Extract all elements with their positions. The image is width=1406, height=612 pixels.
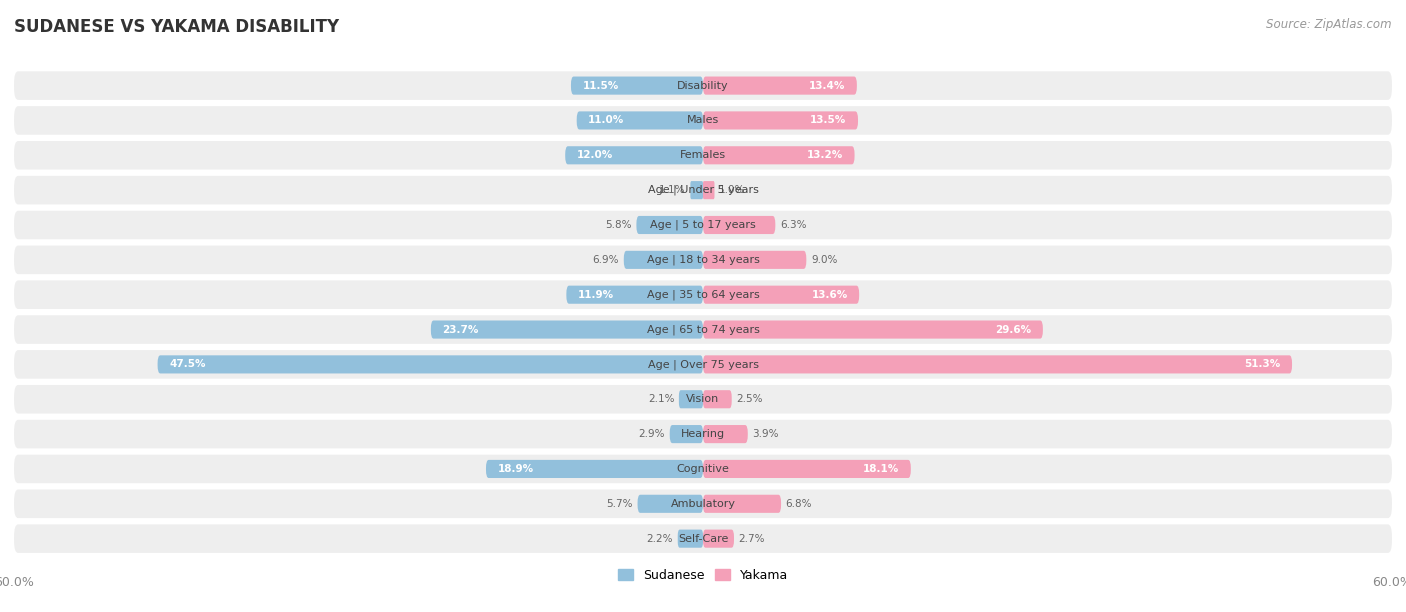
Text: 1.1%: 1.1% — [659, 185, 686, 195]
Text: 18.1%: 18.1% — [863, 464, 900, 474]
Text: 11.0%: 11.0% — [588, 116, 624, 125]
Text: 11.5%: 11.5% — [582, 81, 619, 91]
FancyBboxPatch shape — [669, 425, 703, 443]
Text: Vision: Vision — [686, 394, 720, 405]
Text: 5.8%: 5.8% — [606, 220, 631, 230]
Text: 6.8%: 6.8% — [786, 499, 813, 509]
FancyBboxPatch shape — [576, 111, 703, 130]
Text: 29.6%: 29.6% — [995, 324, 1032, 335]
Text: Age | Over 75 years: Age | Over 75 years — [648, 359, 758, 370]
FancyBboxPatch shape — [14, 524, 1392, 553]
FancyBboxPatch shape — [703, 460, 911, 478]
Text: 5.7%: 5.7% — [606, 499, 633, 509]
FancyBboxPatch shape — [14, 350, 1392, 379]
FancyBboxPatch shape — [703, 146, 855, 165]
Text: 2.1%: 2.1% — [648, 394, 675, 405]
FancyBboxPatch shape — [14, 245, 1392, 274]
FancyBboxPatch shape — [14, 141, 1392, 170]
Text: Age | 35 to 64 years: Age | 35 to 64 years — [647, 289, 759, 300]
Text: 13.6%: 13.6% — [811, 289, 848, 300]
FancyBboxPatch shape — [157, 356, 703, 373]
Text: 51.3%: 51.3% — [1244, 359, 1281, 370]
Text: Age | 5 to 17 years: Age | 5 to 17 years — [650, 220, 756, 230]
FancyBboxPatch shape — [14, 455, 1392, 483]
Text: 2.5%: 2.5% — [737, 394, 763, 405]
FancyBboxPatch shape — [703, 494, 782, 513]
Text: 47.5%: 47.5% — [169, 359, 205, 370]
FancyBboxPatch shape — [703, 76, 856, 95]
FancyBboxPatch shape — [703, 356, 1292, 373]
Text: 11.9%: 11.9% — [578, 289, 614, 300]
FancyBboxPatch shape — [567, 286, 703, 304]
Text: Age | Under 5 years: Age | Under 5 years — [648, 185, 758, 195]
FancyBboxPatch shape — [571, 76, 703, 95]
Text: Age | 18 to 34 years: Age | 18 to 34 years — [647, 255, 759, 265]
Text: Age | 65 to 74 years: Age | 65 to 74 years — [647, 324, 759, 335]
FancyBboxPatch shape — [703, 286, 859, 304]
FancyBboxPatch shape — [14, 420, 1392, 449]
Text: 2.2%: 2.2% — [647, 534, 673, 543]
Text: 12.0%: 12.0% — [576, 151, 613, 160]
FancyBboxPatch shape — [14, 211, 1392, 239]
FancyBboxPatch shape — [679, 390, 703, 408]
Text: 3.9%: 3.9% — [752, 429, 779, 439]
Text: Cognitive: Cognitive — [676, 464, 730, 474]
Text: Disability: Disability — [678, 81, 728, 91]
Text: Ambulatory: Ambulatory — [671, 499, 735, 509]
FancyBboxPatch shape — [14, 490, 1392, 518]
FancyBboxPatch shape — [430, 321, 703, 338]
FancyBboxPatch shape — [14, 385, 1392, 414]
FancyBboxPatch shape — [624, 251, 703, 269]
FancyBboxPatch shape — [14, 176, 1392, 204]
FancyBboxPatch shape — [703, 529, 734, 548]
Text: 2.7%: 2.7% — [738, 534, 765, 543]
Text: Females: Females — [681, 151, 725, 160]
FancyBboxPatch shape — [14, 72, 1392, 100]
Text: 9.0%: 9.0% — [811, 255, 838, 265]
Legend: Sudanese, Yakama: Sudanese, Yakama — [613, 564, 793, 587]
FancyBboxPatch shape — [703, 111, 858, 130]
Text: Self-Care: Self-Care — [678, 534, 728, 543]
Text: 6.3%: 6.3% — [780, 220, 807, 230]
FancyBboxPatch shape — [703, 321, 1043, 338]
Text: 13.2%: 13.2% — [807, 151, 844, 160]
FancyBboxPatch shape — [703, 425, 748, 443]
Text: 23.7%: 23.7% — [443, 324, 478, 335]
FancyBboxPatch shape — [14, 315, 1392, 344]
FancyBboxPatch shape — [637, 494, 703, 513]
Text: 1.0%: 1.0% — [718, 185, 745, 195]
FancyBboxPatch shape — [14, 106, 1392, 135]
FancyBboxPatch shape — [690, 181, 703, 199]
Text: 6.9%: 6.9% — [593, 255, 619, 265]
FancyBboxPatch shape — [678, 529, 703, 548]
Text: SUDANESE VS YAKAMA DISABILITY: SUDANESE VS YAKAMA DISABILITY — [14, 18, 339, 36]
Text: Source: ZipAtlas.com: Source: ZipAtlas.com — [1267, 18, 1392, 31]
FancyBboxPatch shape — [486, 460, 703, 478]
FancyBboxPatch shape — [565, 146, 703, 165]
Text: 2.9%: 2.9% — [638, 429, 665, 439]
Text: 13.5%: 13.5% — [810, 116, 846, 125]
FancyBboxPatch shape — [703, 390, 731, 408]
FancyBboxPatch shape — [14, 280, 1392, 309]
FancyBboxPatch shape — [703, 216, 775, 234]
Text: Hearing: Hearing — [681, 429, 725, 439]
FancyBboxPatch shape — [703, 181, 714, 199]
Text: 13.4%: 13.4% — [808, 81, 845, 91]
Text: 18.9%: 18.9% — [498, 464, 534, 474]
FancyBboxPatch shape — [637, 216, 703, 234]
FancyBboxPatch shape — [703, 251, 807, 269]
Text: Males: Males — [688, 116, 718, 125]
